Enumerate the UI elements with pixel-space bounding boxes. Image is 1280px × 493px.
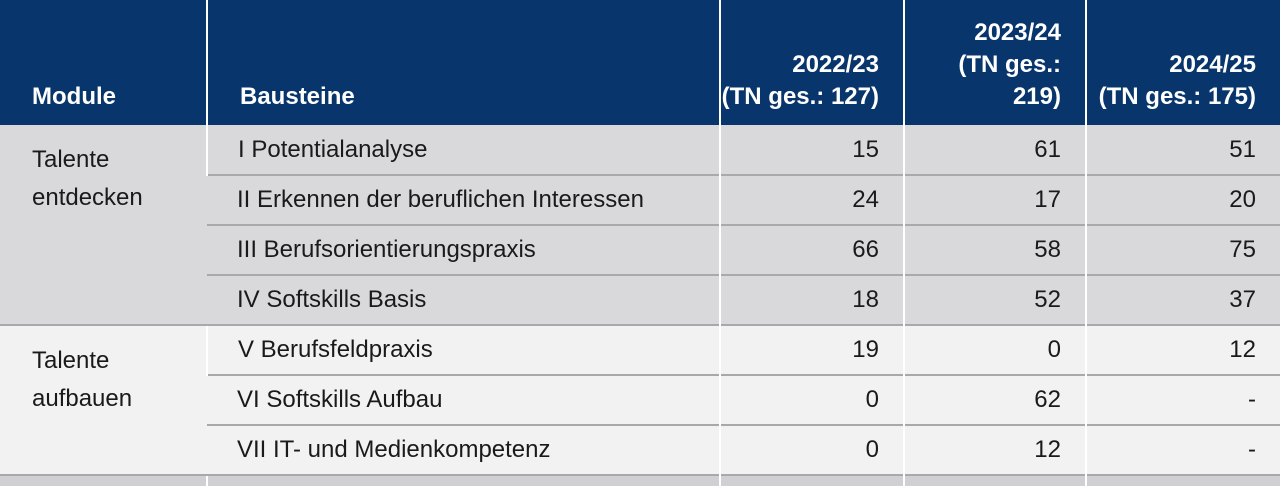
footer-cell <box>719 474 904 486</box>
footer-cell <box>903 474 1086 486</box>
header-cell: 2023/24 (TN ges.: 219) <box>903 0 1086 125</box>
count-cell: - <box>1085 374 1280 425</box>
count-cell: 18 <box>719 274 904 325</box>
count-cell: 19 <box>719 324 904 375</box>
count-cell: 66 <box>719 224 904 275</box>
count-cell: 58 <box>903 224 1086 275</box>
count-cell: 52 <box>903 274 1086 325</box>
building-block: III Berufsorientierungspraxis <box>207 224 720 275</box>
count-cell: 15 <box>719 125 904 175</box>
header-cell: 2022/23 (TN ges.: 127) <box>719 0 904 125</box>
table-row: II Erkennen der beruflichen Interessen 24… <box>0 174 1280 225</box>
table-row: Talente aufbauen V Berufsfeldpraxis 19 0 12 <box>0 324 1280 475</box>
count-cell: 37 <box>1085 274 1280 325</box>
building-block: V Berufsfeldpraxis <box>206 324 720 375</box>
header-label: 2022/23 <box>792 51 879 78</box>
footer-strip <box>0 474 1280 486</box>
module-label: aufbauen <box>32 385 133 412</box>
header-row: Module Bausteine 2022/23 (TN ges.: 127) 2023… <box>0 0 1280 125</box>
count-cell: 61 <box>903 125 1086 175</box>
module-label: Talente <box>32 146 110 173</box>
count-cell: 12 <box>903 424 1086 475</box>
building-block: VII IT- und Medienkompetenz <box>207 424 720 475</box>
module-cell: Talente entdecken <box>0 125 207 325</box>
module-label: entdecken <box>32 184 143 211</box>
count-cell: 24 <box>719 174 904 225</box>
table-row: Talente entdecken I Potentialanalyse 15 61 51 <box>0 125 1280 325</box>
header-cell: Module <box>0 0 207 125</box>
count-cell: 51 <box>1085 125 1280 175</box>
header-label: Bausteine <box>240 83 355 110</box>
table-row: III Berufsorientierungspraxis 66 58 75 <box>0 224 1280 275</box>
header-sublabel: (TN ges.: 127) <box>721 83 879 110</box>
count-cell: 12 <box>1085 324 1280 375</box>
header-sublabel: (TN ges.: 175) <box>1098 83 1256 110</box>
count-cell: 0 <box>719 424 904 475</box>
table-row: IV Softskills Basis 18 52 37 <box>0 274 1280 325</box>
header-label: 2024/25 <box>1169 51 1256 78</box>
table-body: Talente entdecken I Potentialanalyse 15 61 51… <box>0 125 1280 486</box>
building-block: VI Softskills Aufbau <box>207 374 720 425</box>
footer-cell <box>1085 474 1280 486</box>
count-cell: 75 <box>1085 224 1280 275</box>
footer-cell <box>0 474 207 486</box>
table-row: VI Softskills Aufbau 0 62- <box>0 374 1280 425</box>
count-cell: - <box>1085 424 1280 475</box>
count-cell: 62 <box>903 374 1086 425</box>
header-label: Module <box>32 83 116 110</box>
header-sublabel: (TN ges.: 219) <box>958 51 1061 110</box>
count-cell: 0 <box>719 374 904 425</box>
header-cell: 2024/25 (TN ges.: 175) <box>1085 0 1280 125</box>
count-cell: 17 <box>903 174 1086 225</box>
header-cell: Bausteine <box>206 0 720 125</box>
count-cell: 20 <box>1085 174 1280 225</box>
table-row: VII IT- und Medienkompetenz 0 12- <box>0 424 1280 475</box>
building-block: II Erkennen der beruflichen Interessen <box>207 174 720 225</box>
footer-cell <box>206 474 720 486</box>
count-cell: 0 <box>903 324 1086 375</box>
module-label: Talente <box>32 347 110 374</box>
building-block: I Potentialanalyse <box>206 125 720 175</box>
building-block: IV Softskills Basis <box>207 274 720 325</box>
header-label: 2023/24 <box>974 19 1061 46</box>
module-cell: Talente aufbauen <box>0 324 207 475</box>
